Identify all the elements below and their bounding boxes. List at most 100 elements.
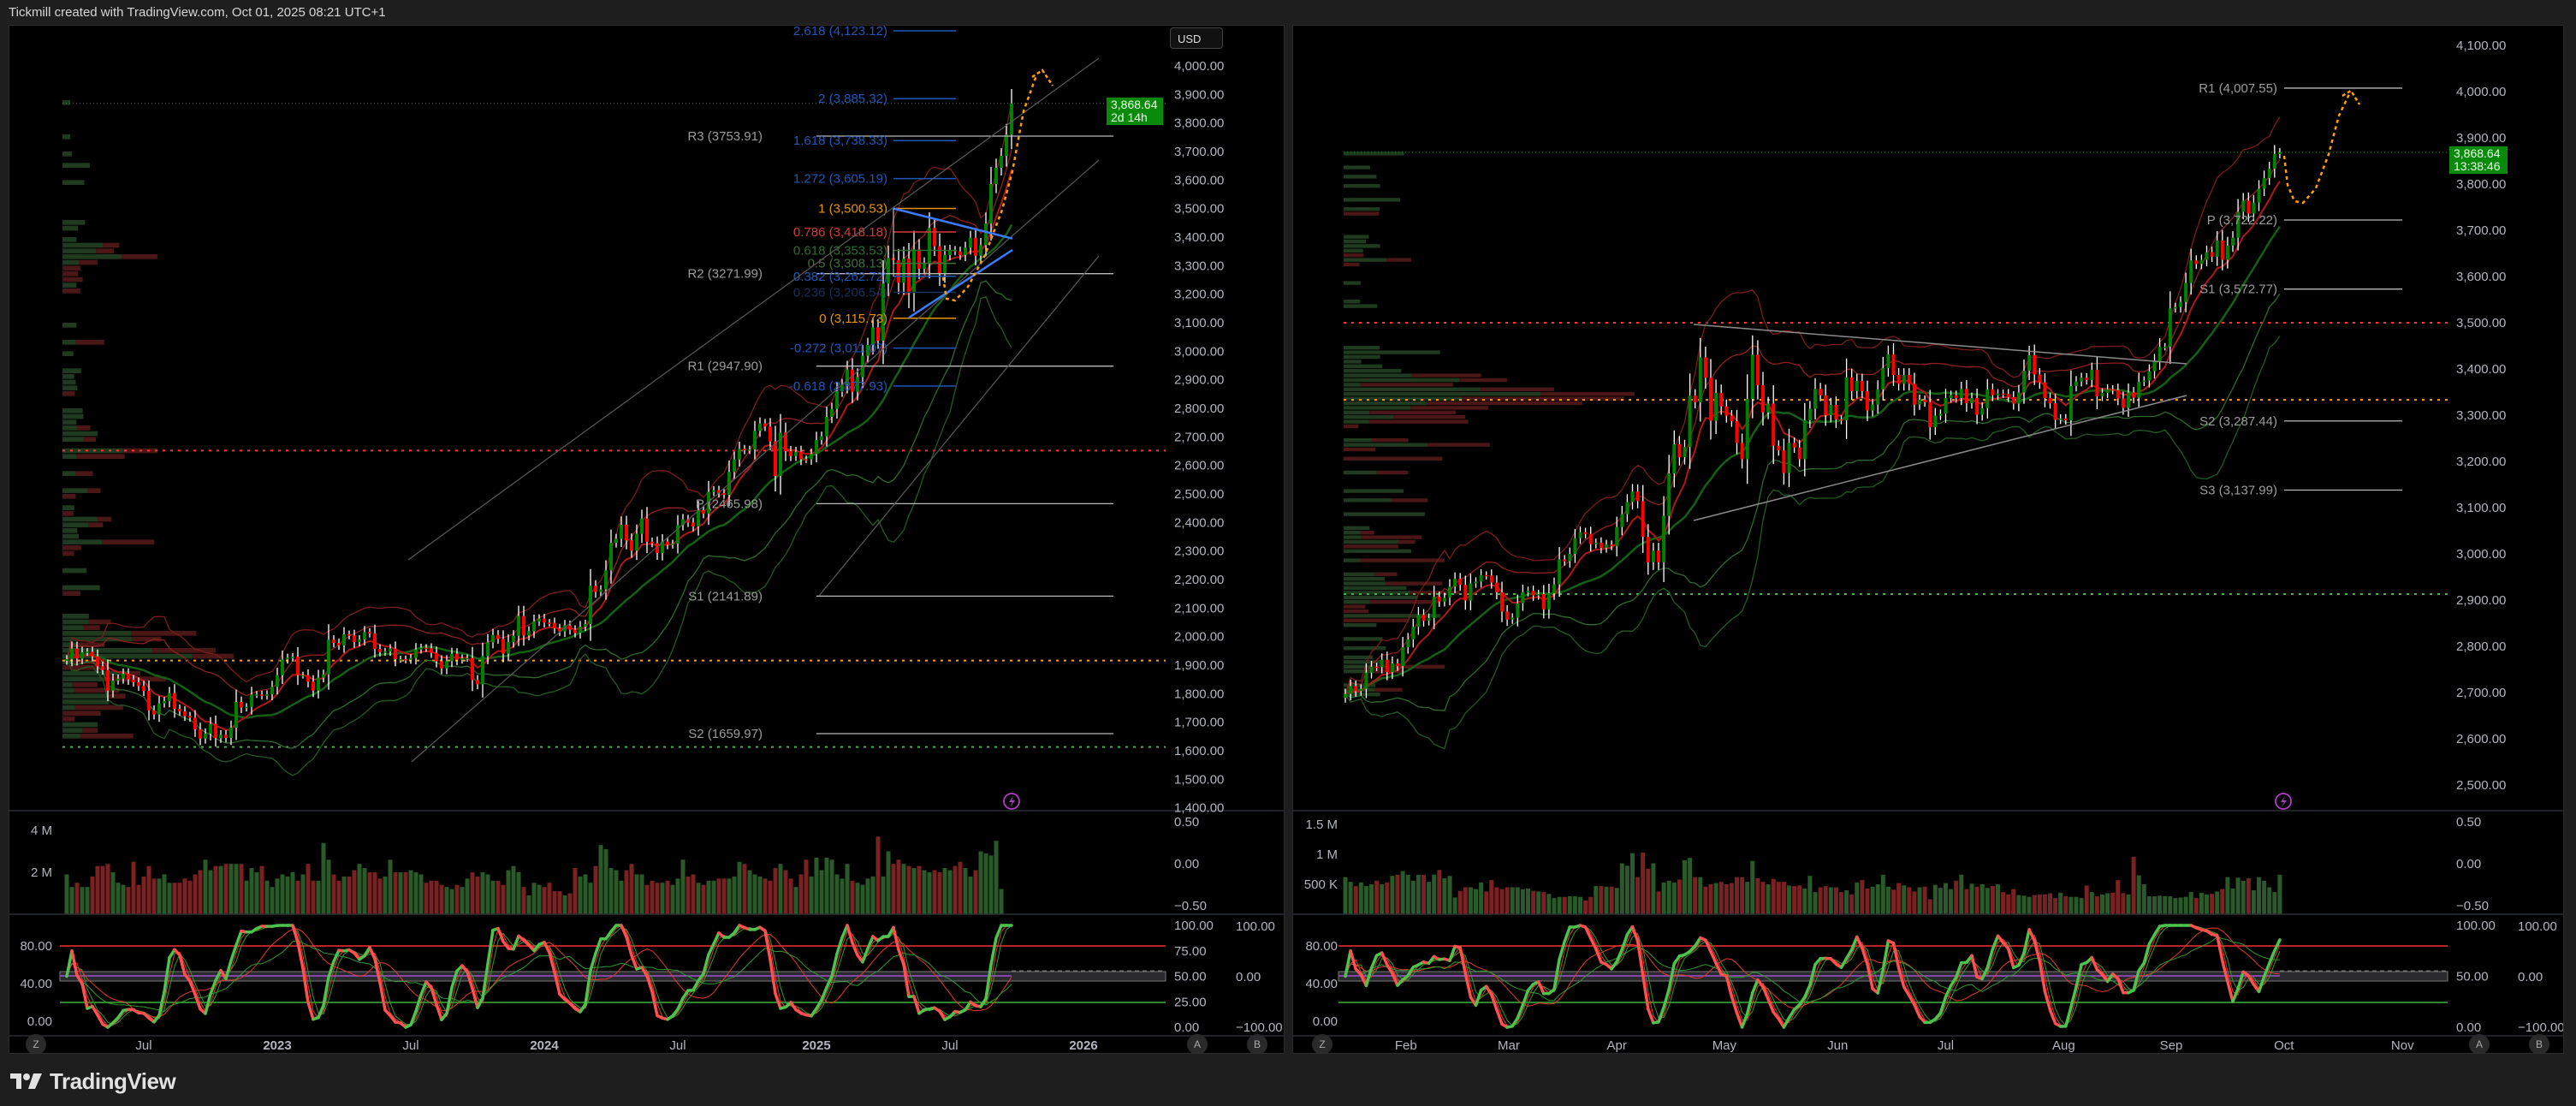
candle-body[interactable] (1474, 581, 1478, 584)
candle-body[interactable] (183, 711, 187, 717)
candle-body[interactable] (188, 716, 192, 718)
triangle-upper-line[interactable] (893, 207, 1013, 240)
candle-body[interactable] (887, 258, 890, 284)
candle-body[interactable] (738, 449, 741, 460)
candle-body[interactable] (640, 518, 644, 534)
candle-body[interactable] (1453, 579, 1457, 587)
candle-body[interactable] (383, 651, 387, 653)
candle-body[interactable] (579, 627, 582, 633)
candle-body[interactable] (491, 634, 495, 643)
candle-body[interactable] (368, 632, 371, 633)
candle-body[interactable] (1531, 591, 1535, 596)
candle-body[interactable] (2267, 169, 2271, 178)
candle-body[interactable] (512, 635, 515, 642)
candle-body[interactable] (876, 327, 880, 341)
candle-body[interactable] (1500, 592, 1504, 612)
candle-body[interactable] (1489, 575, 1493, 583)
candle-body[interactable] (712, 490, 715, 492)
candle-body[interactable] (763, 423, 767, 427)
candle-body[interactable] (933, 228, 936, 247)
candle-body[interactable] (1740, 443, 1744, 460)
candle-body[interactable] (553, 622, 556, 628)
candle-body[interactable] (96, 656, 99, 667)
candle-body[interactable] (2210, 252, 2214, 257)
candle-body[interactable] (353, 635, 356, 642)
candle-body[interactable] (2011, 396, 2015, 404)
auto-scale-button[interactable]: A (1187, 1034, 1208, 1053)
candle-body[interactable] (774, 441, 777, 476)
candle-body[interactable] (1610, 544, 1614, 546)
candle-body[interactable] (209, 723, 212, 734)
candle-body[interactable] (1677, 444, 1682, 458)
candle-body[interactable] (1646, 537, 1650, 562)
candle-body[interactable] (1724, 406, 1729, 416)
projection-path-arrow[interactable] (2282, 93, 2351, 205)
candle-body[interactable] (912, 249, 916, 293)
candle-body[interactable] (1651, 550, 1655, 562)
candle-body[interactable] (584, 624, 587, 627)
candle-body[interactable] (1755, 354, 1760, 385)
candle-body[interactable] (1396, 663, 1399, 667)
scale-b-button[interactable]: B (2529, 1034, 2549, 1053)
candle-body[interactable] (2132, 392, 2136, 398)
candle-body[interactable] (1824, 395, 1828, 415)
candle-body[interactable] (604, 570, 608, 590)
candle-body[interactable] (902, 259, 905, 283)
candle-body[interactable] (1010, 103, 1013, 135)
candle-body[interactable] (1834, 405, 1838, 419)
candle-body[interactable] (1458, 579, 1463, 586)
candle-body[interactable] (1536, 593, 1540, 596)
candle-body[interactable] (2085, 378, 2089, 380)
candle-body[interactable] (1416, 615, 1421, 627)
candle-body[interactable] (337, 643, 341, 645)
candle-body[interactable] (2236, 211, 2241, 238)
candle-body[interactable] (1735, 421, 1739, 443)
candle-body[interactable] (2142, 380, 2146, 383)
candle-body[interactable] (1516, 603, 1520, 618)
candle-body[interactable] (1991, 389, 1995, 395)
candle-body[interactable] (378, 649, 382, 652)
candle-body[interactable] (1896, 375, 1901, 384)
candle-body[interactable] (1970, 398, 1974, 403)
candle-body[interactable] (1573, 538, 1577, 554)
candle-body[interactable] (789, 451, 792, 456)
candle-body[interactable] (2105, 389, 2110, 394)
candle-body[interactable] (1688, 395, 1692, 448)
candle-body[interactable] (1635, 491, 1640, 502)
candle-body[interactable] (1703, 357, 1707, 378)
candle-body[interactable] (1954, 395, 1958, 399)
candle-body[interactable] (620, 525, 623, 539)
candle-body[interactable] (974, 237, 977, 256)
candle-body[interactable] (1719, 393, 1724, 407)
candle-body[interactable] (2152, 360, 2157, 372)
candle-body[interactable] (1380, 659, 1384, 668)
candle-body[interactable] (1568, 554, 1572, 562)
candle-body[interactable] (270, 687, 274, 694)
candle-body[interactable] (178, 709, 181, 711)
candle-body[interactable] (897, 260, 900, 283)
candle-body[interactable] (522, 615, 525, 636)
candle-body[interactable] (86, 651, 89, 653)
candle-body[interactable] (2147, 371, 2152, 381)
candle-body[interactable] (923, 263, 926, 269)
candle-body[interactable] (1641, 501, 1645, 538)
candle-body[interactable] (342, 634, 346, 645)
candle-body[interactable] (301, 675, 305, 677)
candle-body[interactable] (1683, 447, 1687, 458)
candle-body[interactable] (332, 639, 335, 643)
candle-body[interactable] (1876, 389, 1880, 405)
candle-body[interactable] (2027, 354, 2032, 372)
candle-body[interactable] (907, 259, 911, 293)
candle-body[interactable] (1484, 574, 1488, 577)
candle-body[interactable] (2257, 188, 2261, 203)
candle-body[interactable] (2137, 382, 2141, 398)
candle-body[interactable] (1521, 592, 1525, 604)
candle-body[interactable] (2006, 394, 2010, 397)
candle-body[interactable] (389, 648, 392, 651)
candle-body[interactable] (1891, 354, 1896, 376)
candle-body[interactable] (1469, 583, 1473, 601)
candle-body[interactable] (1432, 597, 1436, 619)
candle-body[interactable] (101, 666, 104, 670)
candle-body[interactable] (1772, 403, 1776, 446)
candle-body[interactable] (650, 541, 654, 544)
